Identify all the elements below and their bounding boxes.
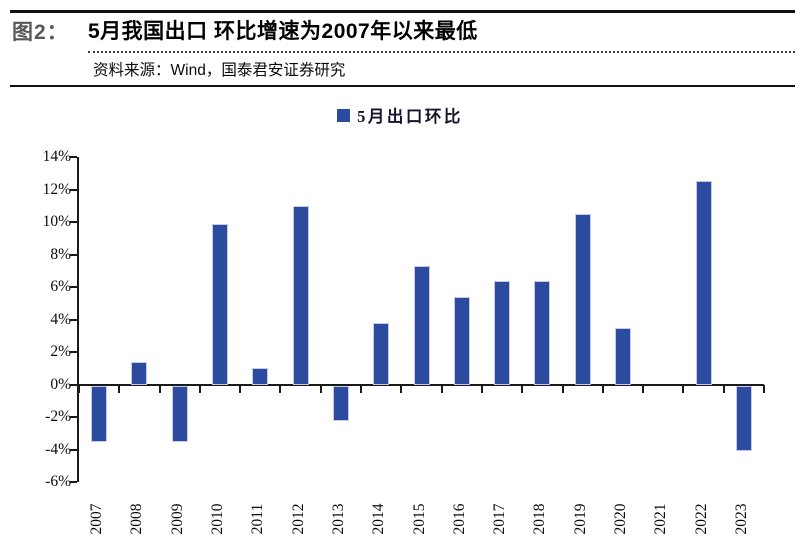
x-axis-tick-mark (400, 384, 403, 393)
top-border-line (10, 10, 795, 13)
bar-2022 (695, 181, 712, 385)
bar-2011 (252, 368, 269, 385)
x-axis-tick-mark (158, 384, 161, 393)
bar-2014 (373, 322, 390, 385)
x-axis-tick-mark (480, 384, 483, 393)
x-axis-tick-mark (561, 384, 564, 393)
x-axis-label-2019: 2019 (571, 503, 589, 535)
x-axis-labels: 2007 2008 2009 2010 2011 2012 2013 2014 2015 2016… (77, 482, 762, 557)
bar-2018 (534, 280, 551, 385)
bar-2007 (91, 385, 108, 443)
x-axis-label-2010: 2010 (209, 503, 227, 535)
x-axis-label-2020: 2020 (611, 503, 629, 535)
x-axis-label-2018: 2018 (531, 503, 549, 535)
x-axis-label-2009: 2009 (168, 503, 186, 535)
y-axis-tick-label: -4% (45, 440, 71, 458)
y-axis-tick-mark (70, 383, 77, 386)
x-axis-tick-mark (440, 384, 443, 393)
x-axis-tick-mark (360, 384, 363, 393)
x-axis-label-2017: 2017 (491, 503, 509, 535)
x-axis-label-2014: 2014 (370, 503, 388, 535)
x-axis-tick-mark (763, 384, 765, 393)
y-axis-tick-mark (70, 416, 77, 418)
bar-2013 (332, 385, 349, 422)
x-axis-tick-mark (279, 384, 282, 393)
y-axis-tick-label: 12% (42, 180, 71, 198)
y-axis-tick-mark (70, 318, 77, 321)
figure-source-text: 资料来源：Wind，国泰君安证券研究 (93, 62, 346, 79)
legend-color-swatch (337, 108, 351, 122)
x-axis-tick-mark (521, 384, 524, 393)
y-axis-tick-mark (70, 221, 77, 223)
x-axis-tick-mark (319, 384, 322, 393)
y-axis-tick-label: 14% (42, 148, 71, 165)
x-axis-label-2022: 2022 (692, 503, 710, 535)
x-axis-tick-mark (682, 384, 685, 393)
y-axis-tick-mark (70, 253, 77, 256)
y-axis-tick-label: 6% (50, 278, 71, 295)
y-axis-tick-mark (70, 481, 77, 483)
bar-2015 (413, 265, 430, 385)
figure-title: 5月我国出口 环比增速为2007年以来最低 (88, 20, 478, 43)
x-axis-zero-line (79, 383, 764, 386)
y-axis-tick-mark (70, 448, 77, 451)
bar-2017 (494, 280, 511, 385)
x-axis-label-2016: 2016 (450, 503, 468, 535)
y-axis-tick-label: -2% (45, 408, 71, 425)
x-axis-label-2012: 2012 (289, 503, 307, 535)
figure-number-label: 图2： (12, 21, 69, 44)
x-axis-label-2008: 2008 (128, 503, 146, 535)
y-axis-tick-mark (70, 286, 77, 288)
bar-2010 (212, 223, 229, 385)
x-axis-tick-mark (239, 384, 242, 393)
bar-chart-plot-area (77, 157, 765, 482)
y-axis-tick-mark (70, 188, 77, 191)
x-axis-tick-mark (642, 384, 645, 393)
y-axis-tick-mark (70, 156, 77, 158)
bar-2016 (453, 296, 470, 385)
chart-legend: 5月出口环比 (0, 103, 800, 127)
header-bottom-line (10, 85, 795, 87)
x-axis-tick-mark (78, 384, 80, 393)
y-axis-tick-label: 10% (42, 213, 71, 230)
x-axis-tick-mark (118, 384, 121, 393)
x-axis-tick-mark (722, 384, 725, 393)
x-axis-label-2013: 2013 (329, 503, 347, 535)
bar-2023 (735, 385, 752, 451)
x-axis-label-2021: 2021 (652, 503, 670, 535)
x-axis-label-2023: 2023 (732, 503, 750, 535)
dotted-divider (88, 51, 795, 53)
bar-2009 (171, 385, 188, 443)
legend-series-label: 5月出口环比 (357, 107, 463, 126)
y-axis-tick-label: -6% (45, 473, 71, 490)
x-axis-label-2007: 2007 (88, 503, 106, 535)
bar-2008 (131, 361, 148, 385)
x-axis-tick-mark (601, 384, 604, 393)
y-axis-tick-label: 4% (50, 310, 71, 328)
bar-2012 (292, 205, 309, 385)
bar-2019 (574, 213, 591, 385)
x-axis-label-2015: 2015 (410, 503, 428, 535)
x-axis-label-2011: 2011 (249, 503, 267, 535)
y-axis-tick-label: 0% (50, 375, 71, 393)
y-axis-tick-label: 2% (50, 343, 71, 360)
x-axis-tick-mark (198, 384, 201, 393)
y-axis-tick-label: 8% (50, 245, 71, 263)
bar-2020 (614, 327, 631, 385)
y-axis-tick-mark (70, 351, 77, 353)
